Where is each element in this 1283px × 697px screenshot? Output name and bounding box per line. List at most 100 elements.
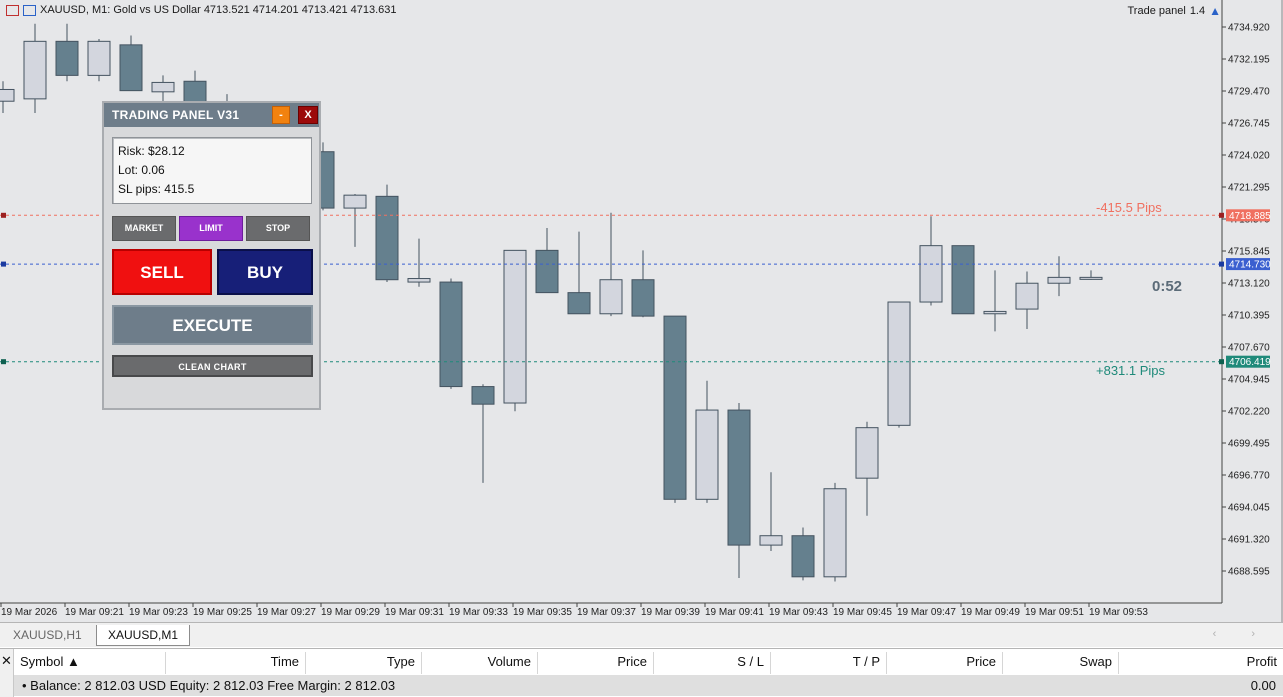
candle-body	[887, 301, 911, 426]
candle-body	[983, 310, 1007, 315]
clean-chart-button[interactable]: CLEAN CHART	[112, 355, 313, 377]
candle-body	[0, 88, 15, 102]
graduation-cap-icon: ▲	[1209, 4, 1221, 18]
time-label: 19 Mar 09:45	[833, 607, 892, 618]
price-label: 4707.670	[1228, 343, 1270, 354]
candle-body	[343, 194, 367, 209]
col-swap[interactable]: Swap	[1003, 652, 1119, 674]
time-label: 19 Mar 09:27	[257, 607, 316, 618]
tab-scroll-arrows[interactable]: ‹ ›	[1212, 628, 1271, 640]
chart-menu-icon[interactable]	[6, 4, 19, 16]
minimize-button[interactable]: -	[272, 106, 290, 124]
col-price[interactable]: Price	[538, 652, 654, 674]
time-label: 19 Mar 09:35	[513, 607, 572, 618]
entry-line-price-tag	[1226, 258, 1270, 271]
col-sl[interactable]: S / L	[654, 652, 771, 674]
time-label: 19 Mar 09:47	[897, 607, 956, 618]
price-chart[interactable]: 4734.920 4732.195 4729.470 4726.745 4724.020…	[0, 0, 1283, 622]
price-label: 4704.945	[1228, 375, 1270, 386]
candle-body	[791, 535, 815, 578]
price-label: 4734.920	[1228, 23, 1270, 34]
col-type[interactable]: Type	[306, 652, 422, 674]
close-button[interactable]: X	[298, 106, 318, 124]
candle-body	[503, 249, 527, 404]
tab-xauusd-m1[interactable]: XAUUSD,M1	[96, 625, 191, 646]
candle-body	[55, 40, 79, 76]
price-label: 4688.595	[1228, 567, 1270, 578]
market-button[interactable]: MARKET	[112, 216, 176, 241]
time-label: 19 Mar 09:41	[705, 607, 764, 618]
sl-line-price-text: 4718.885	[1229, 211, 1271, 222]
time-label: 19 Mar 09:31	[385, 607, 444, 618]
price-label: 4713.120	[1228, 279, 1270, 290]
candle-body	[951, 245, 975, 315]
candle-body	[119, 44, 143, 92]
sl-line-handle	[1219, 212, 1224, 218]
sl-line-handle	[1, 212, 6, 218]
profit-total: 0.00	[1250, 678, 1276, 693]
entry-line-price-text: 4714.730	[1229, 260, 1271, 271]
col-time[interactable]: Time	[166, 652, 306, 674]
candle-body	[919, 245, 943, 303]
time-label: 19 Mar 09:39	[641, 607, 700, 618]
price-label: 4702.220	[1228, 407, 1270, 418]
tab-xauusd-h1[interactable]: XAUUSD,H1	[13, 628, 82, 642]
bar-countdown: 0:52	[1152, 278, 1183, 295]
price-label: 4726.745	[1228, 119, 1270, 130]
close-icon[interactable]: ✕	[0, 649, 14, 697]
col-symbol[interactable]: Symbol ▲	[14, 652, 166, 674]
candle-body	[151, 81, 175, 93]
time-label: 19 Mar 09:33	[449, 607, 508, 618]
candle-body	[1015, 282, 1039, 310]
stop-button[interactable]: STOP	[246, 216, 310, 241]
candle-body	[631, 279, 655, 317]
execute-button[interactable]: EXECUTE	[112, 305, 313, 345]
time-label: 19 Mar 09:25	[193, 607, 252, 618]
panel-title-bar[interactable]: TRADING PANEL V31 - X	[104, 103, 319, 127]
candle-body	[855, 427, 879, 479]
tp-line-price-text: 4706.419	[1229, 357, 1271, 368]
candle-body	[375, 195, 399, 281]
toolbox-panel: ✕ Symbol ▲ Time Type Volume Price S / L …	[0, 648, 1283, 697]
entry-line-handle	[1219, 261, 1224, 267]
risk-value: Risk: $28.12	[118, 144, 185, 158]
time-label: 19 Mar 09:21	[65, 607, 124, 618]
trade-panel-label[interactable]: Trade panel 1.4 ▲	[1128, 4, 1222, 18]
candle-body	[439, 281, 463, 388]
sl-pips-label: -415.5 Pips	[1096, 200, 1162, 215]
chart-type-icon[interactable]	[23, 4, 36, 16]
balance-summary: • Balance: 2 812.03 USD Equity: 2 812.03…	[22, 678, 396, 693]
sl-pips-value: SL pips: 415.5	[118, 182, 195, 196]
candle-body	[727, 409, 751, 546]
chart-header: XAUUSD, M1: Gold vs US Dollar 4713.521 4…	[6, 4, 397, 16]
price-label: 4729.470	[1228, 87, 1270, 98]
chart-tabs-bar: XAUUSD,H1 XAUUSD,M1 ‹ ›	[0, 622, 1283, 647]
balance-row: • Balance: 2 812.03 USD Equity: 2 812.03…	[14, 675, 1283, 696]
col-tp[interactable]: T / P	[771, 652, 887, 674]
sell-button[interactable]: SELL	[112, 249, 212, 295]
price-label: 4696.770	[1228, 471, 1270, 482]
candle-body	[471, 386, 495, 405]
time-label: 19 Mar 09:29	[321, 607, 380, 618]
time-label: 19 Mar 09:49	[961, 607, 1020, 618]
price-label: 4732.195	[1228, 55, 1270, 66]
col-volume[interactable]: Volume	[422, 652, 538, 674]
price-label: 4699.495	[1228, 439, 1270, 450]
limit-button[interactable]: LIMIT	[179, 216, 243, 241]
entry-line-handle	[1, 261, 6, 267]
col-profit[interactable]: Profit	[1246, 654, 1277, 669]
time-label: 19 Mar 09:23	[129, 607, 188, 618]
lot-value: Lot: 0.06	[118, 163, 165, 177]
price-label: 4694.045	[1228, 503, 1270, 514]
candle-body	[87, 40, 111, 76]
trading-panel[interactable]: TRADING PANEL V31 - X Risk: $28.12 Lot: …	[102, 101, 321, 410]
candle-body	[663, 315, 687, 500]
time-label: 19 Mar 09:51	[1025, 607, 1084, 618]
chart-area[interactable]: 4734.920 4732.195 4729.470 4726.745 4724.020…	[0, 0, 1283, 622]
candle-body	[23, 40, 47, 100]
sl-line-price-tag	[1226, 209, 1270, 222]
candle-body	[823, 488, 847, 578]
time-label: 19 Mar 2026	[1, 607, 58, 618]
col-current-price[interactable]: Price	[887, 652, 1003, 674]
buy-button[interactable]: BUY	[217, 249, 313, 295]
